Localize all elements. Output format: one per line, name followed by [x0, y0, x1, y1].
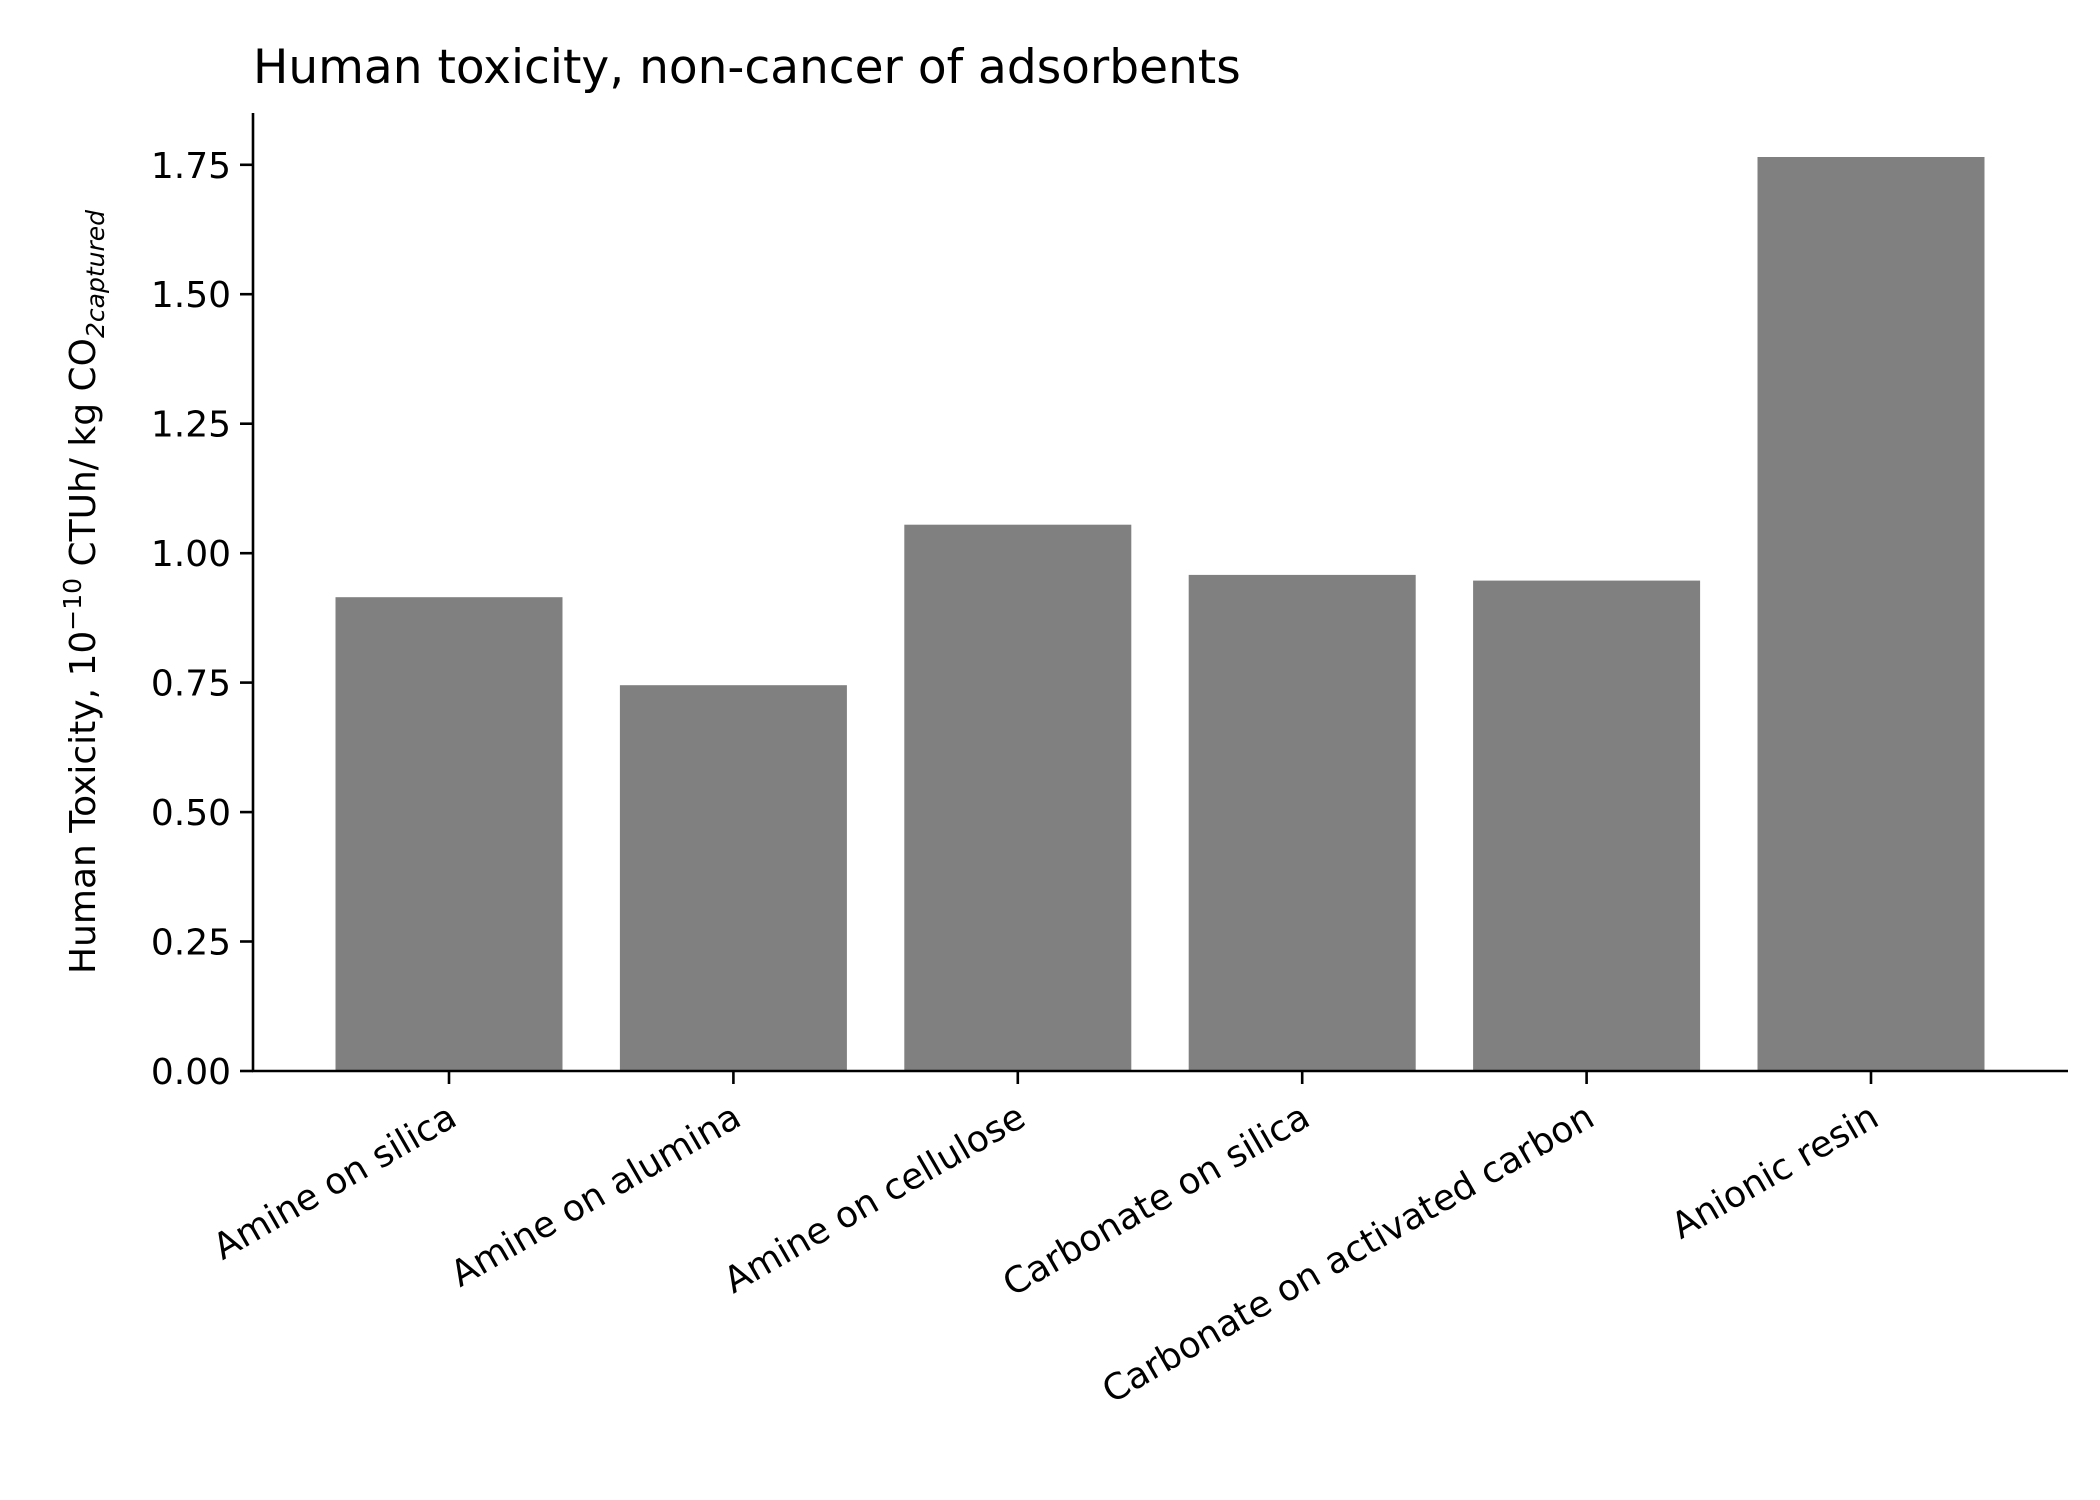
- y-axis-label-exponent: −10: [58, 578, 87, 631]
- x-tick-label: Anionic resin: [1665, 1096, 1886, 1247]
- y-tick-label: 0.25: [151, 923, 231, 964]
- bar-amine-on-silica: [335, 597, 563, 1071]
- bar-amine-on-cellulose: [904, 524, 1132, 1071]
- bar-carbonate-on-silica: [1188, 574, 1416, 1071]
- x-tick-label: Carbonate on silica: [996, 1096, 1316, 1305]
- x-tick-label: Amine on alumina: [444, 1096, 748, 1295]
- y-tick-label: 0.00: [151, 1052, 231, 1093]
- chart-title: Human toxicity, non-cancer of adsorbents: [253, 40, 1241, 95]
- y-tick-label: 1.75: [151, 146, 231, 187]
- y-axis-label: Human Toxicity, 10−10 CTUh/ kg CO2captur…: [58, 210, 110, 974]
- bars-group: [335, 157, 1985, 1071]
- y-axis-label-subscript: 2captured: [81, 210, 110, 338]
- y-tick-label: 0.75: [151, 664, 231, 705]
- y-tick-label: 1.00: [151, 534, 231, 575]
- y-ticks-group: 0.00 0.25 0.50 0.75 1.00 1.25 1.50 1.75: [151, 146, 253, 1093]
- x-tick-label: Amine on cellulose: [717, 1096, 1032, 1302]
- bar-amine-on-alumina: [619, 685, 847, 1071]
- y-axis-label-prefix: Human Toxicity, 10: [63, 631, 104, 974]
- bar-anionic-resin: [1757, 157, 1985, 1071]
- y-tick-label: 1.50: [151, 275, 231, 316]
- y-tick-label: 0.50: [151, 793, 231, 834]
- y-axis-label-middle: CTUh/ kg CO: [63, 338, 104, 578]
- bar-carbonate-on-activated-carbon: [1473, 580, 1701, 1071]
- y-tick-label: 1.25: [151, 405, 231, 446]
- x-tick-label: Carbonate on activated carbon: [1096, 1096, 1601, 1412]
- x-tick-label: Amine on silica: [207, 1096, 464, 1268]
